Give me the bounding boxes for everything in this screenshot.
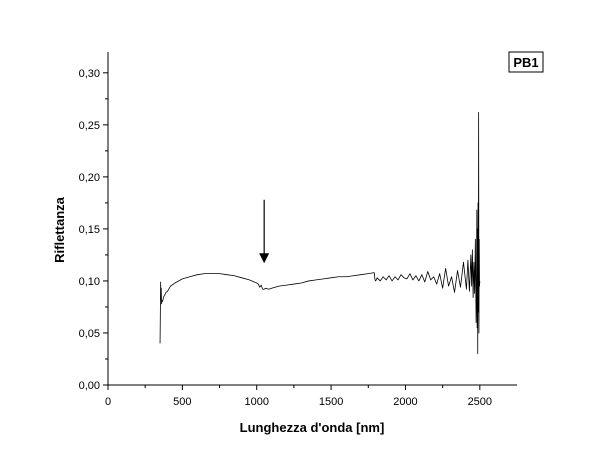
x-tick-label: 0 bbox=[105, 396, 111, 408]
y-tick-label: 0,25 bbox=[79, 120, 100, 132]
x-tick-label: 1000 bbox=[244, 396, 268, 408]
y-axis-title: Riflettanza bbox=[52, 196, 67, 263]
y-tick-label: 0,10 bbox=[79, 276, 100, 288]
x-axis-title: Lunghezza d'onda [nm] bbox=[240, 420, 385, 435]
arrow-head-icon bbox=[259, 253, 270, 264]
axes bbox=[107, 52, 517, 386]
series-layer bbox=[159, 111, 481, 355]
x-tick-label: 2000 bbox=[393, 396, 417, 408]
y-tick-label: 0,20 bbox=[79, 172, 100, 184]
axis-tick-labels: 0 500 1000 1500 2000 2500 0,00 0,05 0,10 0,15 0,20… bbox=[79, 68, 492, 408]
y-tick-label: 0,15 bbox=[79, 224, 100, 236]
annotation-layer bbox=[259, 199, 270, 264]
panel-label-frame bbox=[508, 51, 544, 73]
spectrum-line bbox=[159, 111, 481, 355]
y-tick-label: 0,00 bbox=[79, 380, 100, 392]
panel-label-box: PB1 bbox=[508, 51, 544, 73]
x-tick-label: 2500 bbox=[468, 396, 492, 408]
y-tick-label: 0,30 bbox=[79, 68, 100, 80]
y-tick-label: 0,05 bbox=[79, 328, 100, 340]
x-tick-label: 1500 bbox=[319, 396, 343, 408]
panel-label: PB1 bbox=[513, 55, 538, 70]
x-tick-label: 500 bbox=[173, 396, 191, 408]
axis-ticks bbox=[103, 72, 481, 390]
